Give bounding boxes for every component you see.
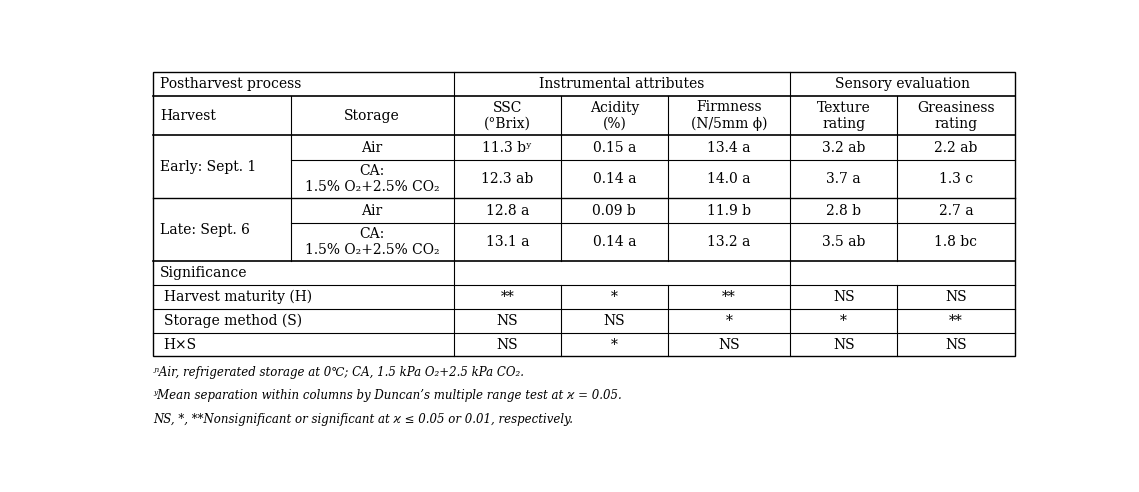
Text: 2.8 b: 2.8 b [826,204,861,218]
Text: 11.9 b: 11.9 b [707,204,751,218]
Text: NS: NS [719,338,740,351]
Text: Texture
rating: Texture rating [817,100,870,131]
Text: NS: NS [604,314,625,328]
Text: 14.0 a: 14.0 a [707,172,751,186]
Text: Storage: Storage [344,109,400,123]
Text: 2.2 ab: 2.2 ab [934,141,977,155]
Text: 0.14 a: 0.14 a [592,172,636,186]
Text: NS: NS [833,290,854,304]
Text: SSC
(°Brix): SSC (°Brix) [484,100,531,131]
Text: *: * [611,290,617,304]
Text: Harvest: Harvest [159,109,216,123]
Bar [153,72,1015,356]
Text: NS: NS [945,338,967,351]
Text: 0.09 b: 0.09 b [592,204,637,218]
Text: Firmness
(N/5mm ϕ): Firmness (N/5mm ϕ) [690,100,768,131]
Text: 1.8 bc: 1.8 bc [934,235,977,249]
Text: 12.3 ab: 12.3 ab [481,172,533,186]
Text: 0.14 a: 0.14 a [592,235,636,249]
Text: 13.4 a: 13.4 a [707,141,751,155]
Text: NS: NS [497,338,518,351]
Text: 13.2 a: 13.2 a [707,235,751,249]
Text: 11.3 bʸ: 11.3 bʸ [482,141,532,155]
Text: Air: Air [361,141,383,155]
Text: Significance: Significance [159,266,247,280]
Text: 3.2 ab: 3.2 ab [822,141,866,155]
Text: Greasiness
rating: Greasiness rating [917,100,994,131]
Text: Late: Sept. 6: Late: Sept. 6 [159,223,249,237]
Text: 2.7 a: 2.7 a [939,204,973,218]
Text: 3.7 a: 3.7 a [827,172,861,186]
Text: 1.3 c: 1.3 c [939,172,973,186]
Text: **: ** [949,314,962,328]
Text: H×S: H×S [164,338,197,351]
Text: *: * [841,314,847,328]
Text: ʸMean separation within columns by Duncan’s multiple range test at ϰ = 0.05.: ʸMean separation within columns by Dunca… [153,389,622,402]
Text: 12.8 a: 12.8 a [485,204,528,218]
Text: Harvest maturity (H): Harvest maturity (H) [164,290,312,304]
Text: Air: Air [361,204,383,218]
Text: *: * [726,314,732,328]
Text: NS: NS [833,338,854,351]
Text: 13.1 a: 13.1 a [485,235,528,249]
Text: **: ** [500,290,514,304]
Text: NS: NS [945,290,967,304]
Text: Early: Sept. 1: Early: Sept. 1 [159,160,256,174]
Text: **: ** [722,290,736,304]
Text: Instrumental attributes: Instrumental attributes [539,77,705,91]
Text: Acidity
(%): Acidity (%) [590,100,639,131]
Text: NS, *, **Nonsignificant or significant at ϰ ≤ 0.05 or 0.01, respectively.: NS, *, **Nonsignificant or significant a… [153,413,573,426]
Text: NS: NS [497,314,518,328]
Text: 3.5 ab: 3.5 ab [822,235,866,249]
Text: Postharvest process: Postharvest process [159,77,302,91]
Text: CA:
1.5% O₂+2.5% CO₂: CA: 1.5% O₂+2.5% CO₂ [305,227,440,257]
Text: *: * [611,338,617,351]
Text: ᶮAir, refrigerated storage at 0℃; CA, 1.5 kPa O₂+2.5 kPa CO₂.: ᶮAir, refrigerated storage at 0℃; CA, 1.… [153,366,524,379]
Text: 0.15 a: 0.15 a [592,141,636,155]
Text: Sensory evaluation: Sensory evaluation [835,77,969,91]
Text: Storage method (S): Storage method (S) [164,313,302,328]
Text: CA:
1.5% O₂+2.5% CO₂: CA: 1.5% O₂+2.5% CO₂ [305,164,440,194]
